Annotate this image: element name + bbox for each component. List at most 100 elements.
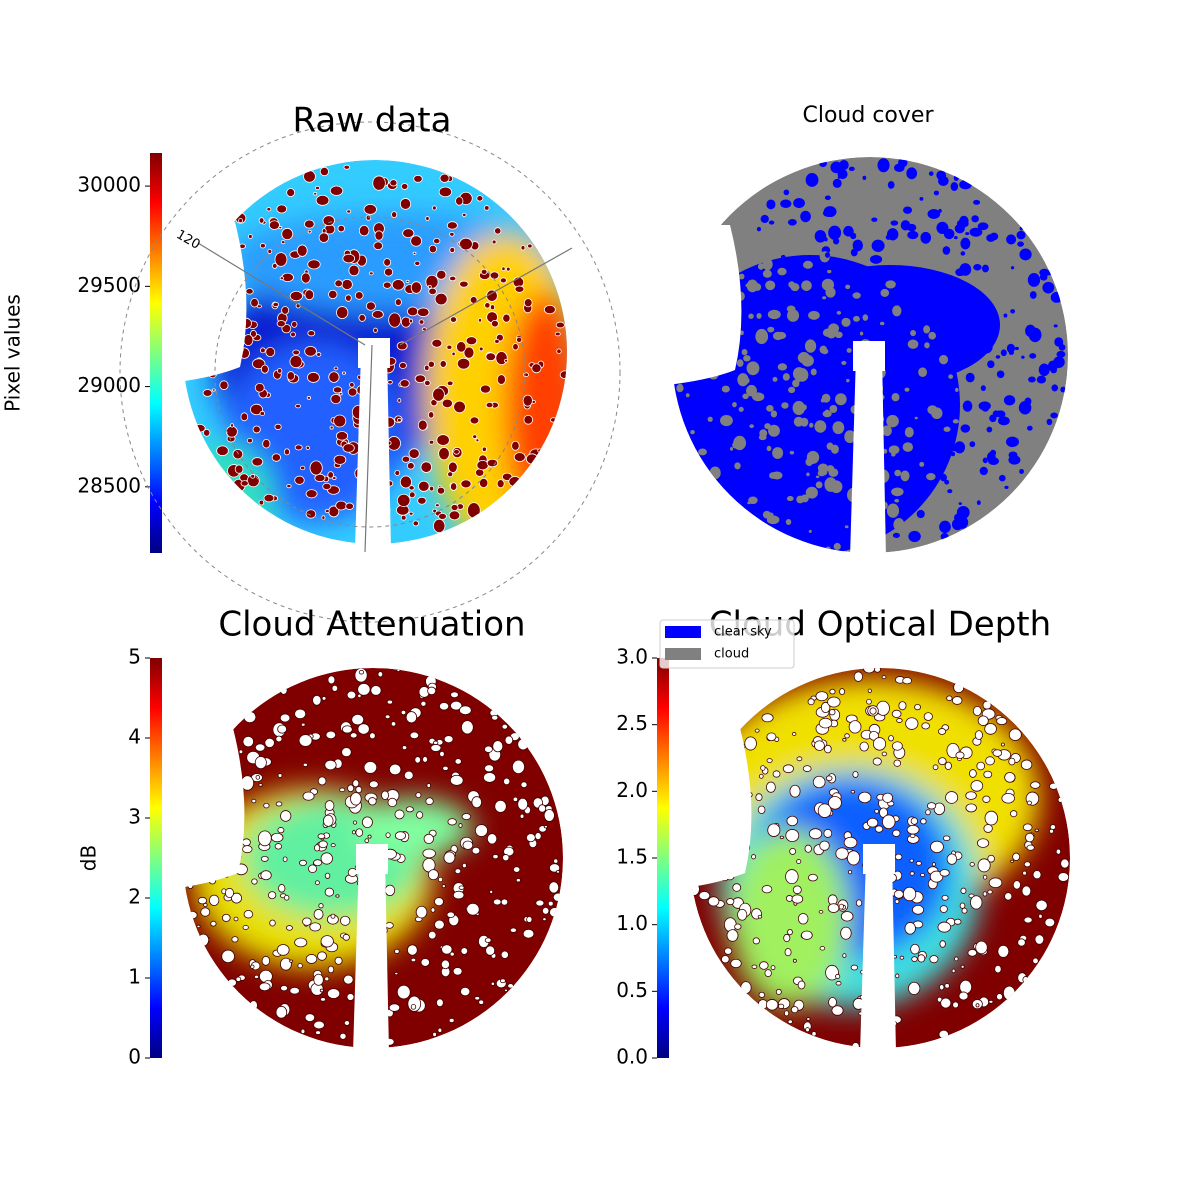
image-blob [289,355,303,369]
image-blob [846,850,861,866]
image-blob [542,917,547,922]
image-blob [443,851,456,864]
image-blob [274,252,288,267]
chart-title: Cloud Attenuation [218,605,525,645]
image-blob [960,251,966,256]
image-blob [843,836,858,849]
image-blob [314,880,320,886]
image-blob [894,899,900,904]
image-blob [908,981,921,995]
image-blob [866,817,879,828]
image-blob [461,863,467,869]
image-blob [777,267,787,276]
image-blob [732,402,737,408]
image-blob [254,756,267,770]
image-blob [739,330,744,336]
image-blob [320,997,327,1002]
image-blob [394,298,402,307]
image-blob [721,955,730,964]
image-blob [939,905,948,913]
image-blob [902,442,914,452]
image-blob [405,806,414,813]
image-blob [463,346,475,359]
image-blob [1029,291,1037,299]
image-blob [906,167,918,180]
image-blob [792,885,802,895]
image-blob [1034,934,1045,945]
image-blob [893,889,904,899]
image-blob [416,307,430,317]
image-blob [499,978,506,984]
image-blob [786,496,794,502]
image-blob [279,713,291,723]
image-blob [825,287,836,298]
image-blob [983,770,993,779]
image-blob [968,341,974,346]
image-blob [243,711,257,724]
image-blob [961,907,968,914]
image-blob [343,164,351,170]
image-blob [951,696,963,705]
image-blob [759,961,769,970]
image-blob [424,379,431,387]
image-blob [449,316,457,323]
image-blob [1004,892,1013,901]
image-blob [812,775,826,789]
image-blob [520,781,528,789]
image-blob [767,326,775,333]
image-blob [832,178,842,188]
image-blob [234,464,244,474]
image-blob [534,832,542,841]
image-blob [933,310,943,319]
image-blob [807,873,818,882]
image-blob [394,831,407,841]
image-blob [1000,742,1005,747]
colorbar-tick-label: 2.0 [616,778,648,802]
image-blob [956,219,969,228]
image-blob [764,423,771,430]
image-blob [322,482,332,491]
image-blob [373,241,383,251]
image-blob [976,500,981,506]
image-blob [409,731,420,740]
image-blob [980,318,989,325]
image-blob [427,284,432,289]
image-blob [279,686,288,695]
image-blob [268,220,280,230]
image-blob [278,884,286,893]
colorbar-tick-label: 3 [128,805,141,829]
image-blob [278,225,283,230]
image-blob [763,338,767,342]
image-blob [979,466,988,476]
image-blob [443,735,454,744]
image-blob [982,891,988,897]
image-blob [430,907,436,913]
image-blob [452,890,465,900]
image-blob [921,284,927,289]
image-blob [186,910,198,920]
image-blob [982,795,991,803]
image-blob [822,328,834,337]
chart-title: Raw data [293,101,452,141]
mask-slit [355,352,391,549]
image-blob [386,699,393,705]
image-blob [992,749,1003,757]
image-blob [1027,273,1041,287]
image-blob [203,428,211,437]
image-blob [872,737,887,751]
image-blob [858,791,872,804]
image-blob [994,964,1002,974]
image-blob [970,780,984,792]
image-blob [762,258,773,271]
image-blob [246,437,253,444]
image-blob [335,431,349,441]
image-blob [955,387,959,392]
mask-block [358,338,390,368]
image-blob [758,991,766,998]
image-blob [354,291,364,300]
image-blob [346,209,352,214]
image-blob [805,457,814,467]
image-blob [828,796,842,810]
image-blob [946,695,953,701]
image-blob [746,384,757,397]
